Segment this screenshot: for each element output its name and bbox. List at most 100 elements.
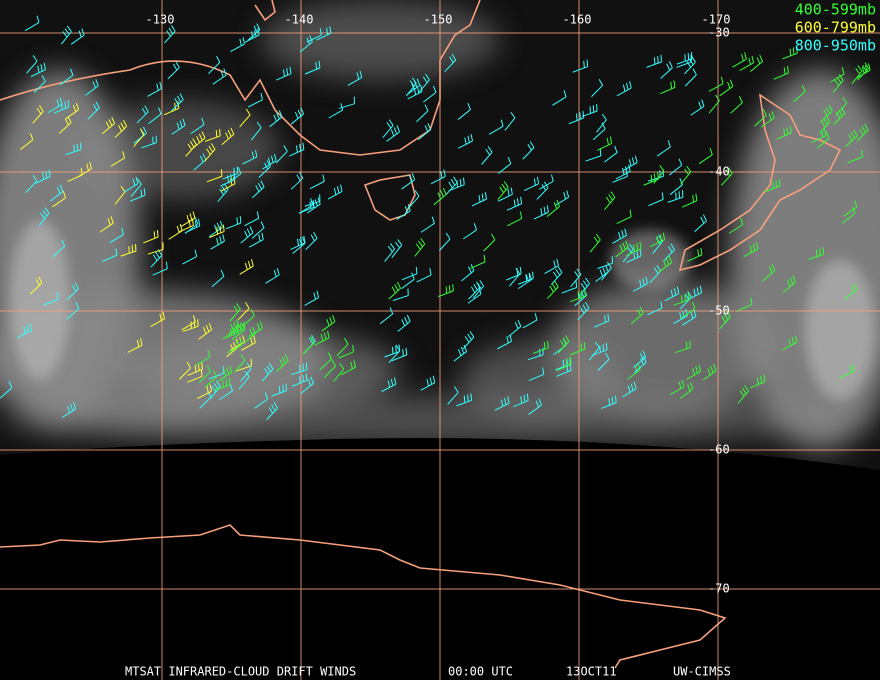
barb-shaft [266, 407, 278, 421]
barb-shaft [220, 183, 236, 192]
barb-tick [686, 165, 692, 173]
wind-barb [843, 200, 858, 217]
barb-tick [670, 81, 673, 89]
barb-tick [143, 126, 147, 134]
wind-barb [581, 104, 598, 117]
barb-tick [553, 202, 558, 209]
barb-shaft [239, 265, 254, 275]
barb-tick [670, 243, 675, 250]
wind-barb [197, 384, 212, 400]
barb-shaft [396, 210, 411, 220]
barb-shaft [85, 85, 99, 96]
barb-shaft [627, 369, 641, 380]
barb-shaft [247, 29, 261, 41]
barb-tick [157, 107, 162, 115]
barb-tick [394, 284, 399, 291]
barb-tick [213, 370, 218, 378]
barb-shaft [832, 79, 844, 93]
wind-barb [633, 276, 648, 292]
wind-barb [406, 78, 421, 96]
wind-barb [694, 214, 707, 232]
wind-barb [522, 313, 538, 329]
barb-tick [639, 241, 642, 249]
wind-barb [497, 334, 512, 350]
barb-shaft [152, 268, 168, 276]
barb-tick [179, 120, 183, 128]
wind-barb [185, 218, 201, 234]
barb-tick [411, 77, 417, 84]
barb-tick [481, 193, 484, 201]
barb-tick [296, 174, 301, 181]
barb-tick [251, 31, 254, 39]
wind-barb [218, 384, 234, 401]
barb-tick [834, 79, 840, 86]
barb-tick [264, 392, 269, 400]
barb-shaft [229, 308, 241, 322]
wind-barb [339, 96, 355, 109]
barb-tick [220, 269, 225, 277]
barb-tick [284, 354, 289, 362]
barb-shaft [574, 294, 588, 307]
wind-barb [523, 176, 540, 192]
barb-shaft [185, 225, 200, 234]
barb-shaft [182, 325, 199, 332]
barb-tick [751, 55, 755, 63]
barb-tick [401, 319, 406, 327]
barb-tick [81, 28, 85, 36]
barb-tick [70, 404, 74, 411]
barb-tick [136, 339, 140, 347]
barb-shaft [316, 32, 332, 41]
barb-tick [40, 212, 46, 219]
wind-barb [470, 254, 486, 269]
wind-barb [49, 184, 64, 202]
barb-tick [755, 242, 759, 250]
barb-tick [315, 62, 318, 70]
wind-barb [195, 349, 211, 366]
barb-tick [825, 115, 831, 122]
wind-barb [626, 241, 642, 256]
barb-tick [207, 349, 211, 358]
barb-shaft [244, 217, 259, 227]
barb-shaft [209, 231, 225, 238]
barb-tick [396, 125, 400, 133]
wind-barb [497, 187, 513, 202]
wind-barb [782, 46, 798, 60]
barb-shaft [604, 197, 616, 210]
barb-tick [350, 361, 353, 369]
barb-shaft [623, 162, 638, 171]
wind-barb [328, 103, 344, 119]
wind-barb [25, 174, 38, 194]
barb-tick [176, 122, 180, 130]
wind-barb [819, 115, 831, 135]
barb-tick [122, 151, 126, 159]
wind-barb [687, 247, 703, 262]
barb-tick [251, 151, 255, 159]
barb-shaft [30, 282, 43, 295]
barb-tick [771, 111, 775, 119]
wind-barb [570, 268, 582, 288]
barb-shaft [77, 168, 92, 178]
barb-tick [393, 127, 398, 135]
barb-shaft [633, 361, 647, 374]
barb-tick [585, 277, 590, 284]
wind-barb [561, 280, 578, 294]
barb-tick [213, 383, 219, 390]
barb-tick [583, 342, 586, 350]
longitude-label: -170 [702, 13, 731, 27]
barb-shaft [185, 144, 197, 157]
wind-barb [762, 264, 776, 282]
barb-tick [786, 127, 789, 135]
barb-tick [633, 251, 636, 259]
barb-tick [485, 148, 491, 156]
barb-tick [639, 352, 644, 360]
barb-tick [454, 386, 459, 393]
barb-shaft [231, 329, 246, 341]
barb-shaft [856, 129, 869, 142]
wind-barb [182, 249, 198, 265]
barb-tick [679, 312, 682, 320]
barb-tick [700, 247, 703, 255]
barb-tick [516, 268, 519, 276]
barb-shaft [17, 329, 32, 339]
wind-barb [141, 135, 157, 149]
barb-tick [862, 64, 867, 72]
